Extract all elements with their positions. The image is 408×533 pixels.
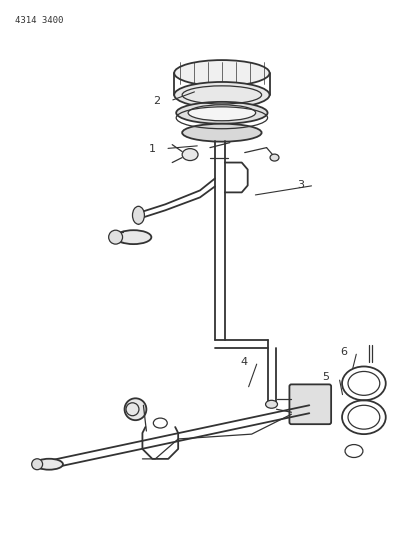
Ellipse shape xyxy=(266,400,277,408)
Ellipse shape xyxy=(182,149,198,160)
Ellipse shape xyxy=(188,105,256,121)
Ellipse shape xyxy=(176,102,268,124)
Ellipse shape xyxy=(174,60,270,86)
Ellipse shape xyxy=(35,459,63,470)
Text: 6: 6 xyxy=(340,346,347,357)
Text: 5: 5 xyxy=(322,373,329,382)
Ellipse shape xyxy=(115,230,151,244)
Ellipse shape xyxy=(174,82,270,108)
Text: 1: 1 xyxy=(149,143,155,154)
Ellipse shape xyxy=(124,398,146,420)
Text: 4314 3400: 4314 3400 xyxy=(15,17,64,25)
Ellipse shape xyxy=(109,230,122,244)
Ellipse shape xyxy=(182,124,262,142)
Text: 4: 4 xyxy=(241,357,248,367)
Ellipse shape xyxy=(32,459,42,470)
Text: 2: 2 xyxy=(153,96,160,106)
Text: 3: 3 xyxy=(297,181,304,190)
FancyBboxPatch shape xyxy=(289,384,331,424)
Ellipse shape xyxy=(133,206,144,224)
Ellipse shape xyxy=(270,154,279,161)
